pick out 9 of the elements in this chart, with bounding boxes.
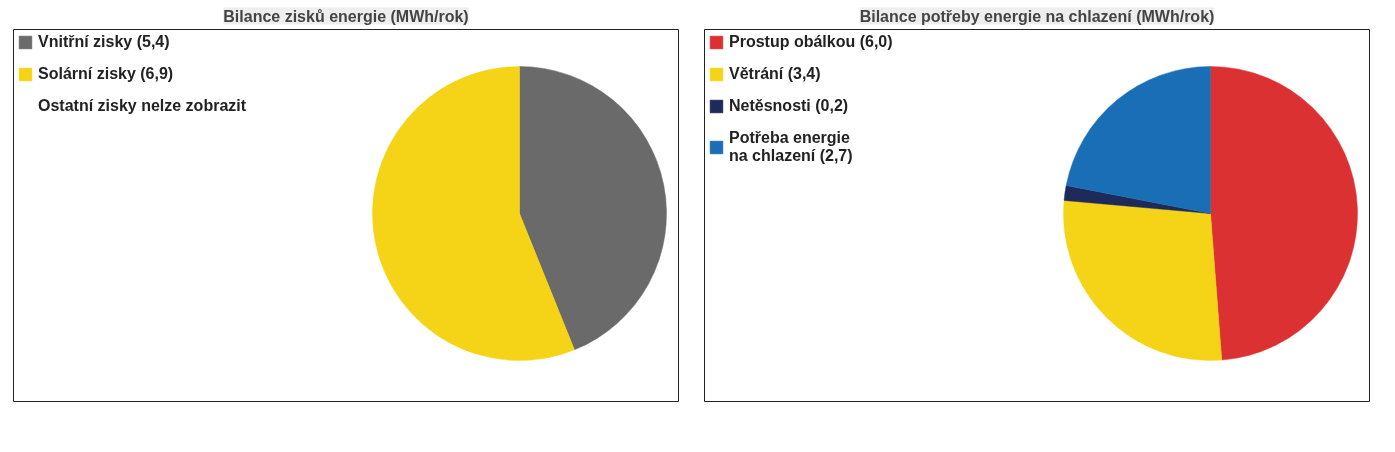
legend-label: Solární zisky (6,9) bbox=[38, 65, 174, 83]
chart-title: Bilance potřeby energie na chlazení (MWh/rok) bbox=[859, 7, 1215, 25]
legend-label: Vnitřní zisky (5,4) bbox=[38, 33, 170, 51]
legend-label: Větrání (3,4) bbox=[729, 65, 821, 83]
legend-label: Potřeba energie na chlazení (2,7) bbox=[729, 129, 853, 165]
legend-label: Prostup obálkou (6,0) bbox=[729, 33, 893, 51]
category-label: Ostatní zisky nelze zobrazit bbox=[38, 97, 247, 114]
chart-title: Bilance zisků energie (MWh/rok) bbox=[223, 7, 469, 25]
legend-label: Netěsnosti (0,2) bbox=[729, 97, 849, 115]
